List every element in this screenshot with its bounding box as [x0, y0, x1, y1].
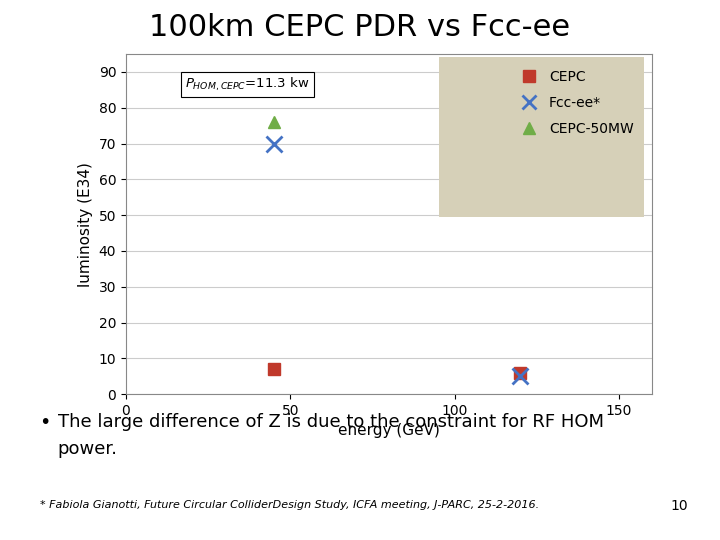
- Text: 100km CEPC PDR vs Fcc-ee: 100km CEPC PDR vs Fcc-ee: [150, 14, 570, 43]
- Text: •: •: [40, 413, 51, 432]
- Text: power.: power.: [58, 440, 117, 458]
- Legend: CEPC, Fcc-ee*, CEPC-50MW: CEPC, Fcc-ee*, CEPC-50MW: [508, 62, 642, 144]
- Text: The large difference of Z is due to the constraint for RF HOM: The large difference of Z is due to the …: [58, 413, 603, 431]
- Text: * Fabiola Gianotti, Future Circular ColliderDesign Study, ICFA meeting, J-PARC, : * Fabiola Gianotti, Future Circular Coll…: [40, 500, 539, 510]
- FancyBboxPatch shape: [438, 57, 644, 217]
- Y-axis label: luminosity (E34): luminosity (E34): [78, 161, 93, 287]
- Text: $P_{HOM,CEPC}$=11.3 kw: $P_{HOM,CEPC}$=11.3 kw: [185, 76, 310, 93]
- X-axis label: energy (GeV): energy (GeV): [338, 423, 440, 438]
- Text: 10: 10: [670, 500, 688, 514]
